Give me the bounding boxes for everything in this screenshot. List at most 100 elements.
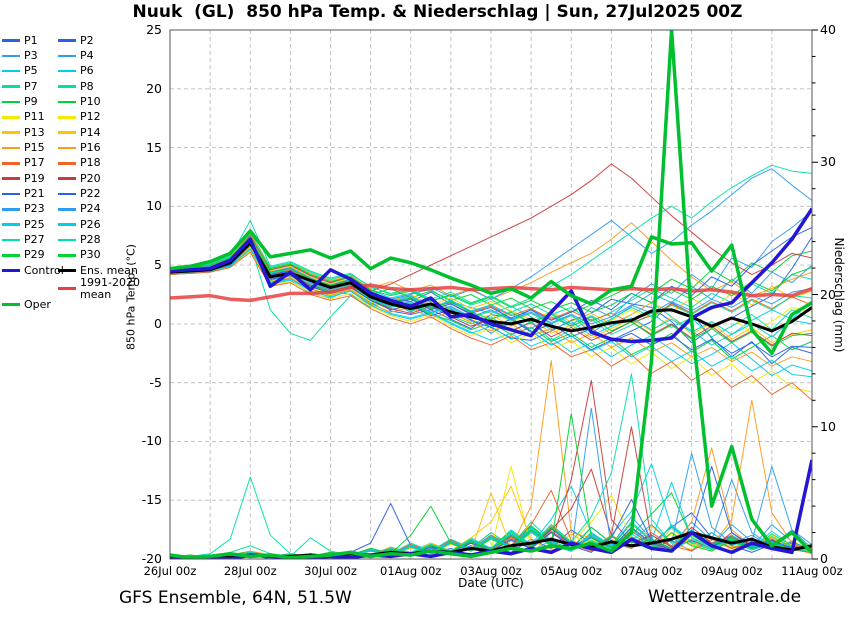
legend-p28-label: P28 (80, 233, 101, 247)
legend-p27-label: P27 (24, 233, 45, 247)
legend-ens-mean-label: Ens. mean (80, 263, 138, 277)
x-tick-1: 28Jul 00z (223, 564, 277, 578)
y-left-tick--20: -20 (141, 551, 162, 566)
legend-p3-label: P3 (24, 48, 38, 62)
ensemble-lines (170, 30, 812, 559)
legend-p14-label: P14 (80, 125, 101, 139)
legend-p3-swatch (2, 54, 20, 58)
legend-p16: P16 (58, 141, 101, 154)
legend-p1-swatch (2, 39, 20, 42)
legend-climate-mean-label: 1991-2020 mean (80, 275, 140, 301)
legend-p29: P29 (2, 249, 45, 262)
legend-p1-label: P1 (24, 33, 38, 47)
footer-brand: Wetterzentrale.de (648, 587, 802, 607)
legend-p3: P3 (2, 49, 38, 62)
legend-p29-label: P29 (24, 248, 45, 262)
legend-p12-label: P12 (80, 110, 101, 124)
member-temp-line-P21 (170, 227, 812, 321)
legend-ens-mean-swatch (58, 269, 76, 273)
legend-p21-swatch (2, 192, 20, 196)
legend-p8-swatch (58, 85, 76, 88)
legend-p18-swatch (58, 162, 76, 165)
legend-p23-label: P23 (24, 202, 45, 216)
y-left-tick--5: -5 (149, 374, 162, 390)
legend-p14: P14 (58, 126, 101, 139)
legend-p14-swatch (58, 131, 76, 134)
legend-p12: P12 (58, 111, 101, 124)
legend-p6: P6 (58, 65, 94, 78)
legend-control: Control (2, 264, 64, 277)
legend-p27: P27 (2, 234, 45, 247)
legend-climate-mean: 1991-2020 mean (58, 276, 140, 300)
legend-p4-swatch (58, 54, 76, 58)
legend-p27-swatch (2, 238, 20, 242)
legend-p22: P22 (58, 188, 101, 201)
legend-p9: P9 (2, 95, 38, 108)
legend-p26-swatch (58, 223, 76, 226)
y-left-tick--15: -15 (141, 492, 162, 508)
y-right-tick-40: 40 (820, 22, 836, 37)
legend-p28-swatch (58, 238, 76, 242)
legend-oper-swatch (2, 303, 20, 307)
member-temp-line-P12 (170, 250, 812, 393)
legend-p8-label: P8 (80, 79, 94, 93)
legend-p7: P7 (2, 80, 38, 93)
legend-p11: P11 (2, 111, 45, 124)
legend-p17-label: P17 (24, 156, 45, 170)
legend-p21: P21 (2, 188, 45, 201)
chart-title: Nuuk (GL) 850 hPa Temp. & Niederschlag |… (132, 2, 743, 22)
main-precip-line-oper (170, 30, 812, 559)
x-tick-7: 09Aug 00z (701, 564, 763, 578)
legend-p4: P4 (58, 49, 94, 62)
legend-p22-swatch (58, 192, 76, 196)
legend-control-label: Control (24, 263, 64, 277)
legend-climate-mean-swatch (58, 287, 76, 291)
legend-p17: P17 (2, 157, 45, 170)
legend-p15: P15 (2, 141, 45, 154)
legend-p4-label: P4 (80, 48, 94, 62)
member-temp-line-P20 (170, 163, 812, 292)
legend-p18: P18 (58, 157, 101, 170)
x-tick-8: 11Aug 00z (781, 564, 843, 578)
legend-p8: P8 (58, 80, 94, 93)
legend-p7-label: P7 (24, 79, 38, 93)
legend-p6-label: P6 (80, 64, 94, 78)
y-right-tick-30: 30 (820, 154, 836, 170)
member-temp-line-P26 (170, 241, 812, 338)
legend-p11-swatch (2, 115, 20, 119)
x-tick-0: 26Jul 00z (143, 564, 197, 578)
legend-p7-swatch (2, 85, 20, 88)
legend-p13: P13 (2, 126, 45, 139)
legend-oper-label: Oper (24, 297, 51, 311)
legend-p19-swatch (2, 177, 20, 180)
legend-p5-label: P5 (24, 64, 38, 78)
y-left-tick-25: 25 (146, 22, 162, 37)
legend-p29-swatch (2, 254, 20, 257)
legend-p2-label: P2 (80, 33, 94, 47)
legend-p28: P28 (58, 234, 101, 247)
legend-p9-swatch (2, 100, 20, 104)
legend-p30-label: P30 (80, 248, 101, 262)
x-tick-2: 30Jul 00z (304, 564, 357, 578)
main-temp-line-control (170, 207, 812, 344)
y-right-tick-0: 0 (820, 551, 828, 566)
member-temp-line-P22 (170, 244, 812, 358)
legend-ens-mean: Ens. mean (58, 264, 138, 277)
y-right-tick-20: 20 (820, 286, 836, 302)
legend-p23: P23 (2, 203, 45, 216)
legend-p15-label: P15 (24, 140, 45, 154)
legend-p6-swatch (58, 69, 76, 73)
legend-p16-label: P16 (80, 140, 101, 154)
legend-p11-label: P11 (24, 110, 45, 124)
right-axis-ticks (812, 29, 818, 560)
legend-p19: P19 (2, 172, 45, 185)
x-tick-5: 05Aug 00z (540, 564, 602, 578)
member-temp-line-P29 (170, 239, 812, 347)
legend-p25: P25 (2, 218, 45, 231)
legend-p15-swatch (2, 146, 20, 150)
footer-model-info: GFS Ensemble, 64N, 51.5W (119, 588, 352, 608)
x-tick-6: 07Aug 00z (620, 564, 683, 578)
legend-p23-swatch (2, 208, 20, 211)
